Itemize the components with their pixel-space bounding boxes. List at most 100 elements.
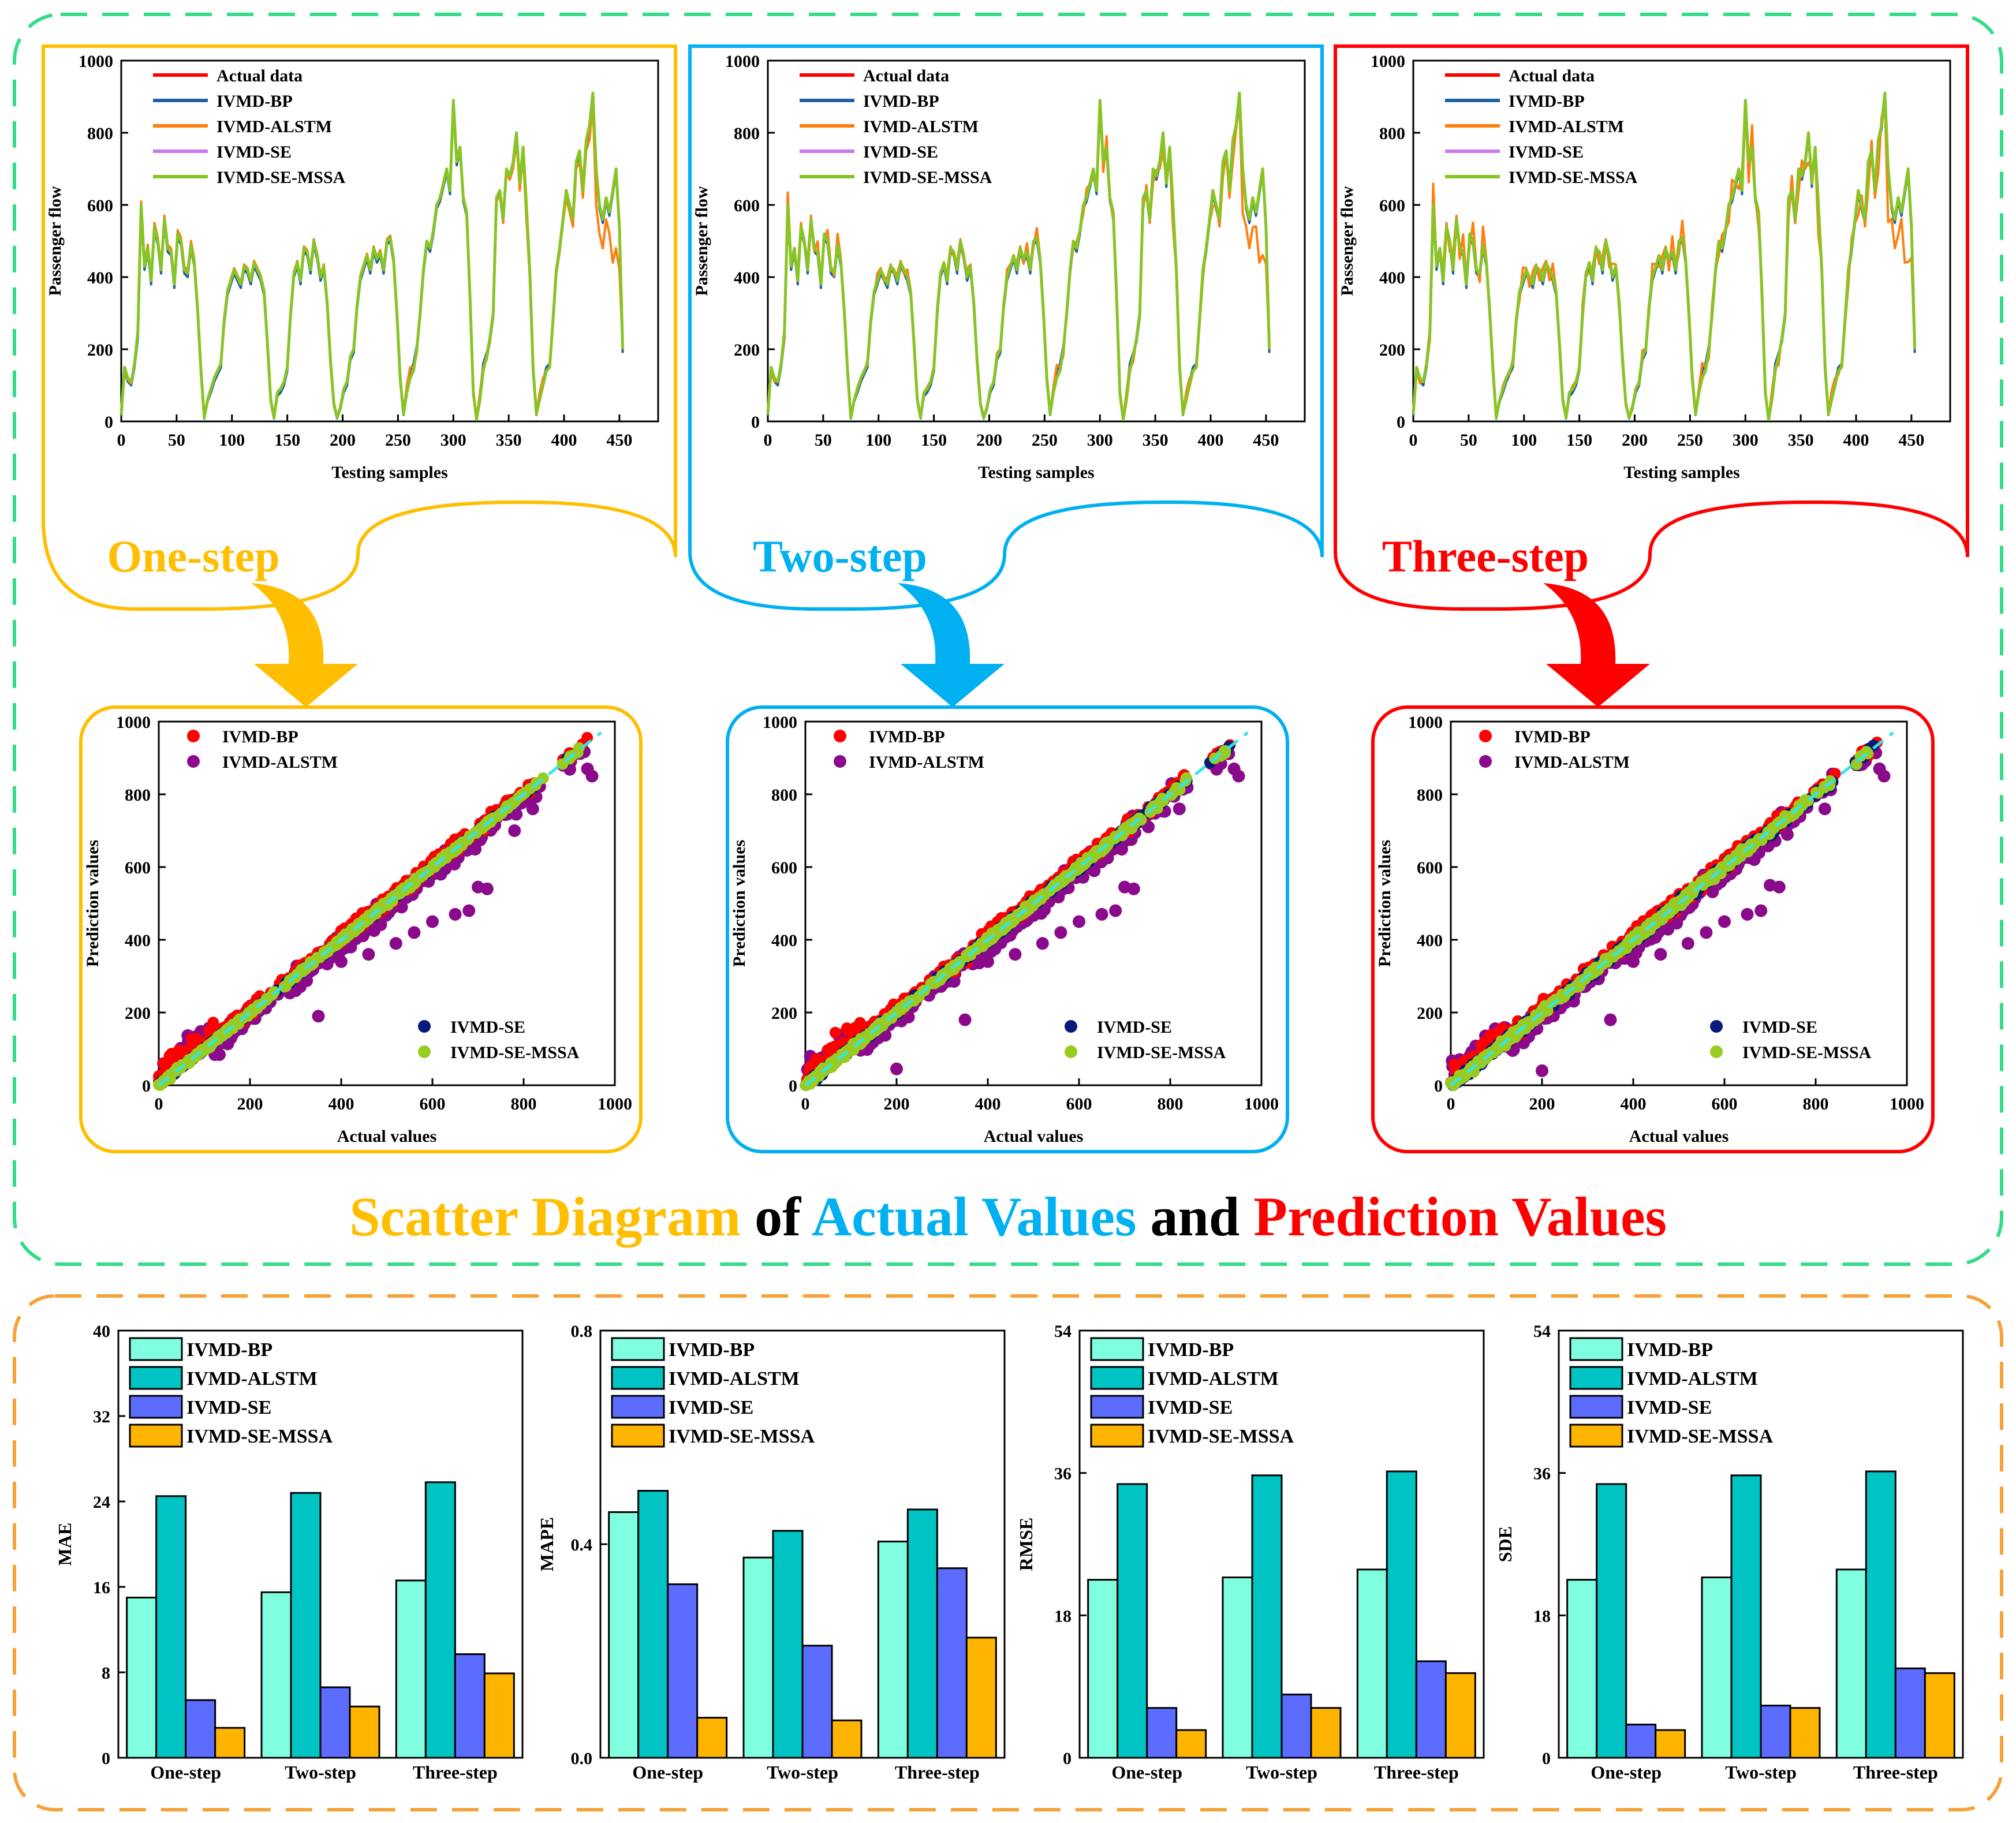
x-tick-label: 200 [976, 431, 1002, 450]
legend-label: IVMD-SE [1097, 1018, 1172, 1037]
y-tick-label: 1000 [763, 713, 797, 732]
x-tick-label: 250 [385, 431, 411, 450]
legend-label-semssa: IVMD-SE-MSSA [863, 168, 992, 187]
scatter-series-semssa [153, 742, 585, 1091]
x-tick-label: 450 [1253, 431, 1279, 450]
y-tick-label: 800 [771, 786, 797, 805]
x-tick-label: 0 [801, 1094, 810, 1114]
scatter-point-alstm [213, 1048, 226, 1061]
series-line-semssa [1412, 91, 1917, 421]
y-axis-label: Prediction values [1375, 840, 1394, 967]
y-tick-label: 600 [1417, 858, 1443, 877]
series-line-semssa [766, 91, 1271, 421]
scatter-point-alstm [1095, 907, 1108, 921]
scatter-point-semssa [1023, 902, 1035, 914]
scatter-point-semssa [814, 1066, 826, 1078]
x-tick-label: 600 [1066, 1094, 1092, 1114]
y-axis-label: Prediction values [730, 840, 749, 967]
scatter-point-alstm [1536, 1064, 1548, 1077]
y-tick-label: 1000 [1371, 52, 1405, 71]
y-tick-label: 600 [771, 858, 797, 877]
x-tick-label: 0 [1409, 431, 1418, 450]
scatter-point-alstm [1227, 762, 1241, 775]
legend-label-bp: IVMD-BP [863, 92, 939, 111]
x-tick-label: 400 [1621, 1094, 1647, 1114]
y-tick-label: 200 [1379, 341, 1405, 360]
scatter-point-alstm [1173, 802, 1186, 816]
step-arrow-3 [1543, 583, 1650, 707]
x-tick-label: 350 [496, 431, 522, 450]
x-tick-label: 600 [420, 1094, 446, 1114]
x-tick-label: 400 [1843, 431, 1869, 450]
legend-marker [1065, 1020, 1077, 1033]
x-tick-label: 300 [440, 431, 466, 450]
frames-layer [13, 13, 2003, 1811]
scatter-point-alstm [1627, 955, 1640, 968]
y-tick-label: 400 [771, 931, 797, 950]
scatter-point-alstm [1073, 915, 1085, 928]
scatter-point-alstm [958, 1013, 972, 1026]
scatter-point-alstm [1818, 802, 1831, 816]
step-label-2: Two-step [753, 531, 927, 581]
x-axis-label: Testing samples [331, 463, 447, 482]
scatter-point-semssa [874, 1017, 886, 1029]
x-tick-label: 200 [884, 1094, 910, 1114]
x-tick-label: 600 [1712, 1094, 1738, 1114]
legend-marker [418, 1020, 431, 1033]
y-tick-label: 600 [734, 196, 760, 215]
x-axis-label: Actual values [337, 1127, 437, 1146]
scatter-point-semssa [573, 742, 585, 754]
y-tick-label: 600 [87, 196, 113, 215]
scatter-point-bp [173, 1044, 185, 1056]
scatter-point-alstm [581, 762, 594, 775]
y-tick-label: 800 [87, 124, 113, 143]
legend-label-bp: IVMD-BP [1509, 92, 1585, 111]
x-tick-label: 800 [511, 1094, 537, 1114]
plot-area-frame [804, 720, 1263, 1086]
scatter-point-semssa [278, 981, 290, 993]
scatter-point-alstm [508, 824, 521, 837]
x-tick-label: 150 [921, 431, 947, 450]
x-tick-label: 50 [168, 431, 185, 450]
y-tick-label: 1000 [1408, 713, 1443, 732]
y-tick-label: 800 [1379, 124, 1405, 143]
step-label-3: Three-step [1382, 531, 1589, 581]
x-axis-label: Testing samples [1623, 463, 1739, 482]
x-axis-label: Testing samples [978, 463, 1094, 482]
x-tick-label: 250 [1032, 431, 1058, 450]
x-tick-label: 0 [117, 431, 126, 450]
x-tick-label: 100 [865, 431, 891, 450]
y-tick-label: 0 [1434, 1077, 1443, 1096]
scatter-point-alstm [426, 915, 439, 928]
scatter-point-alstm [362, 948, 375, 961]
y-tick-label: 0 [789, 1077, 797, 1096]
diagonal-reference-line [804, 731, 1249, 1086]
scatter-point-alstm [1718, 915, 1731, 928]
callout-frame [1334, 44, 1969, 611]
legend-marker [834, 755, 846, 768]
y-tick-label: 400 [1379, 268, 1405, 287]
x-tick-label: 200 [1529, 1094, 1555, 1114]
scatter-frame [726, 705, 1289, 1153]
scatter-point-alstm [1741, 907, 1754, 921]
scatter-point-alstm [1873, 762, 1886, 775]
legend-label-actual: Actual data [216, 66, 303, 85]
x-tick-label: 400 [328, 1094, 354, 1114]
x-tick-label: 1000 [1890, 1094, 1924, 1114]
y-tick-label: 400 [125, 931, 151, 950]
y-tick-label: 1000 [79, 52, 113, 71]
legend-label-semssa: IVMD-SE-MSSA [1509, 168, 1638, 187]
scatter-charts-layer: 0 200 400 600 800 1000 0 200 400 600 800 1000 Actual… [79, 705, 1935, 1153]
scatter-point-alstm [462, 904, 476, 917]
x-tick-label: 50 [815, 431, 832, 450]
y-tick-label: 400 [734, 268, 760, 287]
scatter-frame [79, 705, 643, 1153]
scatter-point-alstm [335, 955, 348, 968]
legend-marker [418, 1045, 431, 1058]
y-tick-label: 0 [104, 413, 113, 432]
y-tick-label: 200 [771, 1004, 797, 1023]
x-tick-label: 150 [1566, 431, 1592, 450]
x-tick-label: 250 [1677, 431, 1703, 450]
